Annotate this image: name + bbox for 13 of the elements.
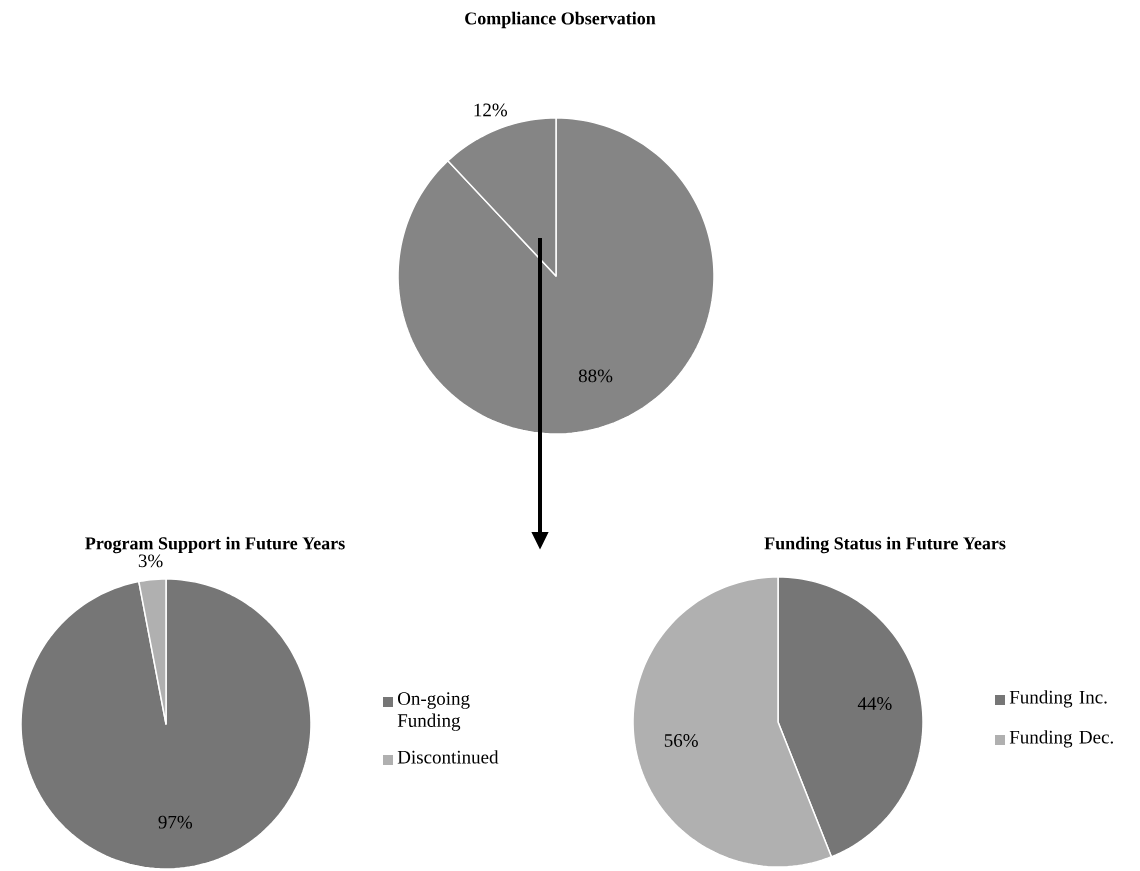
legend-label: Funding Dec.: [1009, 730, 1113, 748]
chart-title: Compliance Observation: [465, 11, 656, 29]
chart-title: Program Support in Future Years: [85, 536, 345, 554]
data-label: 97%: [158, 815, 193, 829]
data-label: 44%: [857, 697, 892, 710]
data-label: 56%: [664, 734, 698, 747]
legend-label: Funding Inc.: [1009, 690, 1107, 708]
chart-title: Funding Status in Future Years: [764, 536, 1006, 554]
data-label: 3%: [138, 554, 163, 568]
data-label: 88%: [578, 369, 613, 383]
legend-label: Discontinued: [397, 750, 499, 764]
legend-label: On-going Funding: [397, 692, 470, 731]
data-label: 12%: [474, 103, 508, 117]
